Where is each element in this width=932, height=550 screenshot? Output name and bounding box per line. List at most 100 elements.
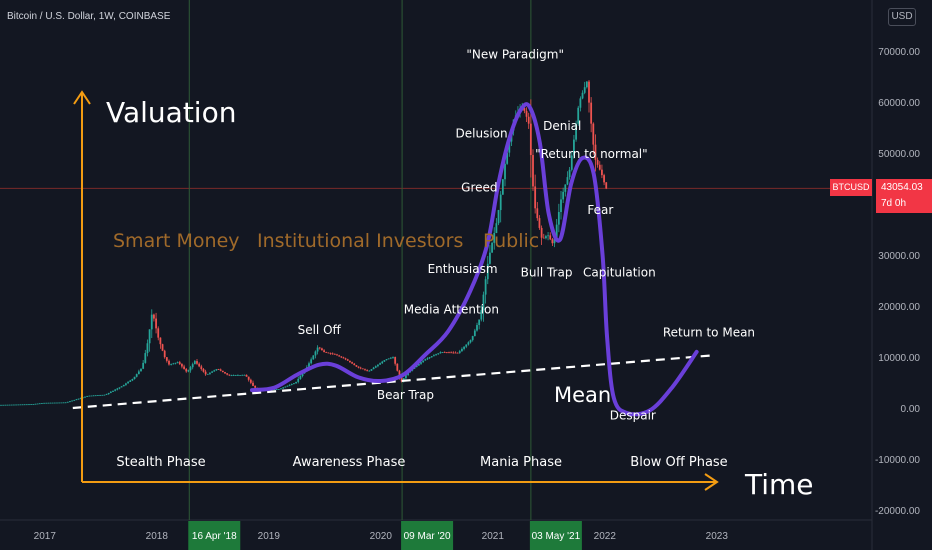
candle-body [301,373,304,377]
candle-body [499,194,502,211]
x-tick-label: 2018 [146,531,169,542]
candle-body [482,294,485,311]
candle-body [340,356,343,358]
candle-body [204,371,207,375]
candle-body [297,378,300,382]
chart-title: Bitcoin / U.S. Dollar, 1W, COINBASE [7,11,171,22]
candle-body [185,368,188,372]
candle-body [64,402,67,404]
candle-body [62,402,65,404]
annotation-return-to-mean: Return to Mean [663,326,755,340]
candle-body [213,370,216,372]
candle-body [189,367,192,371]
x-tick-label: 2023 [706,531,729,542]
candle-body [99,395,101,396]
candle-body [71,400,73,402]
candle-body [153,314,155,319]
candle-body [374,366,377,368]
mean-label: Mean [554,383,611,407]
date-marker-lines [188,0,532,520]
candle-body [493,233,496,243]
candle-body [8,404,11,406]
candle-body [157,328,160,338]
candle-body [428,357,431,359]
candle-body [506,152,509,164]
candle-body [38,403,41,405]
candle-body [254,385,257,388]
candle-body [381,361,384,364]
date-marker-badge [188,521,241,550]
phase-label: Awareness Phase [293,455,406,470]
candle-body [357,366,360,368]
candle-body [501,179,504,195]
candle-body [331,353,334,355]
candle-body [471,336,474,341]
time-axis: 2017 2018 2019 2020 2021 2022 2023 16 Apr '18 09… [34,521,729,550]
candle-body [191,364,194,368]
candle-body [379,363,381,365]
candle-body [562,191,565,200]
candle-body [232,375,235,377]
candle-body [547,235,549,237]
price-tag-value: 43054.03 [881,182,923,193]
candle-body [36,403,39,405]
y-tick-label: 10000.00 [878,353,920,364]
annotation-bear-trap: Bear Trap [377,388,434,402]
candle-body [325,351,328,353]
candle-body [243,374,246,376]
candle-body [249,379,252,383]
candle-body [452,352,455,354]
candle-body [21,404,24,406]
candle-body [478,319,481,326]
candle-body [217,369,220,371]
candle-body [215,369,218,371]
candle-body [280,388,282,390]
candle-body [430,356,433,358]
candle-body [275,389,278,391]
candle-body [433,355,435,357]
candle-body [30,404,33,406]
candle-body [497,210,500,224]
candle-body [439,352,442,354]
candle-body [603,175,605,183]
candle-body [308,363,310,368]
candle-body [389,357,392,359]
candle-body [368,370,371,372]
candle-body [193,361,196,365]
y-tick-label: -10000.00 [875,455,920,466]
candle-body [161,344,164,351]
y-tick-label: 30000.00 [878,251,920,262]
candle-body [6,404,9,406]
candle-body [529,123,532,156]
candle-body [221,370,224,373]
y-tick-label: 50000.00 [878,149,920,160]
candle-body [73,399,76,401]
candle-body [10,404,13,406]
annotation-sell-off: Sell Off [298,323,342,337]
candle-body [34,403,37,405]
currency-button[interactable]: USD [888,8,916,26]
candle-body [491,242,493,253]
candle-body [568,169,571,178]
candle-body [247,376,250,380]
chart-labels: Valuation Time Mean Smart Money Institutiona… [106,48,814,501]
candle-body [353,363,356,366]
candle-body [581,92,584,99]
candle-body [366,370,369,371]
candle-body [321,348,323,351]
candle-body [49,402,52,404]
candle-body [237,375,239,376]
candle-body [361,368,364,370]
candle-body [435,354,437,356]
candle-body [396,363,399,371]
candle-body [344,358,347,360]
candle-body [290,384,293,385]
candle-body [405,374,407,379]
candle-body [415,365,418,368]
phase-label: Stealth Phase [116,455,205,470]
candle-body [273,389,276,391]
date-marker-badge [529,521,582,550]
candle-body [605,182,608,189]
candle-body [542,237,545,239]
